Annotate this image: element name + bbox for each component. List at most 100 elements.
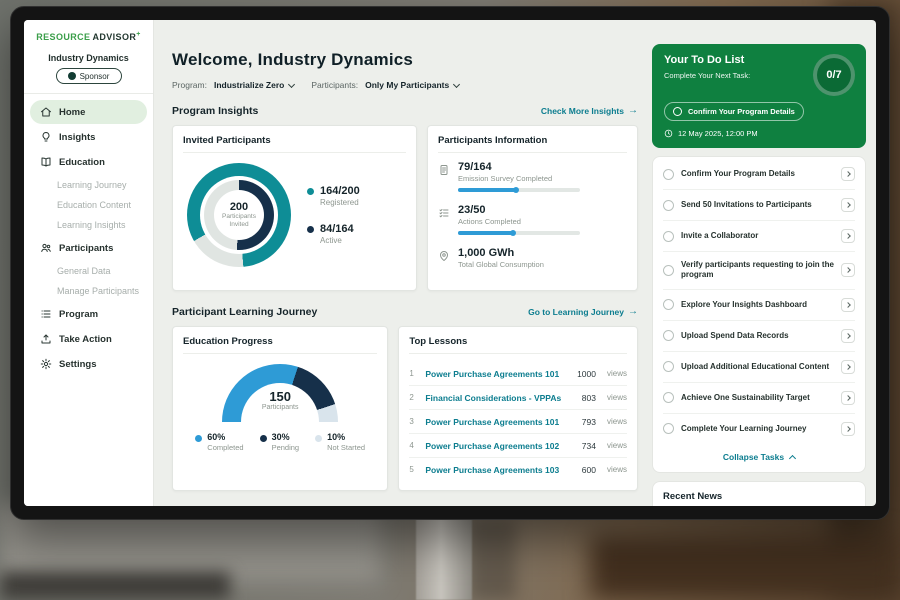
lesson-link[interactable]: Power Purchase Agreements 101	[425, 368, 560, 379]
task-checkbox[interactable]	[663, 264, 674, 276]
monitor-stand	[416, 518, 472, 600]
next-task-label: Confirm Your Program Details	[688, 107, 795, 116]
lesson-row: 3 Power Purchase Agreements 101 793 views	[409, 410, 627, 434]
survey-icon	[438, 163, 450, 175]
sidebar-item-manage-participants[interactable]: Manage Participants	[57, 286, 140, 296]
task-checkbox[interactable]	[663, 168, 674, 180]
upload-action-icon	[40, 333, 52, 345]
sidebar-item-home[interactable]: Home	[30, 100, 147, 124]
light-dot-icon	[315, 435, 323, 442]
card-title: Top Lessons	[409, 336, 627, 354]
next-task-due: 12 May 2025, 12:00 PM	[664, 129, 854, 138]
sidebar-item-insights[interactable]: Insights	[30, 125, 147, 149]
lesson-link[interactable]: Power Purchase Agreements 101	[425, 416, 560, 427]
sidebar-item-learning-insights[interactable]: Learning Insights	[57, 220, 126, 230]
chevron-right-icon	[845, 267, 851, 274]
top-lessons-card: Top Lessons 1 Power Purchase Agreements …	[398, 326, 638, 491]
gauge-legend: 60% Completed 30% Pending	[195, 432, 365, 452]
sidebar-item-education[interactable]: Education	[30, 150, 147, 174]
participants-dropdown-value: Only My Participants	[365, 80, 450, 90]
task-checkbox[interactable]	[663, 423, 674, 435]
participants-dropdown[interactable]: Only My Participants	[365, 80, 461, 90]
sidebar-item-settings[interactable]: Settings	[30, 352, 147, 376]
background-wall-corner	[590, 536, 900, 600]
task-item[interactable]: Confirm Your Program Details	[663, 159, 855, 190]
lesson-link[interactable]: Power Purchase Agreements 103	[425, 464, 560, 475]
task-item[interactable]: Complete Your Learning Journey	[663, 414, 855, 444]
task-item[interactable]: Invite a Collaborator	[663, 221, 855, 252]
monitor-stand-shadow	[470, 520, 516, 600]
sidebar-item-take-action[interactable]: Take Action	[30, 327, 147, 351]
lesson-link[interactable]: Power Purchase Agreements 102	[425, 440, 560, 451]
link-label: Go to Learning Journey	[528, 307, 624, 317]
task-checkbox[interactable]	[663, 299, 674, 311]
task-chevron-button[interactable]	[841, 328, 855, 343]
sidebar-item-participants[interactable]: Participants	[30, 236, 147, 260]
chevron-right-icon	[845, 394, 851, 401]
task-item[interactable]: Achieve One Sustainability Target	[663, 383, 855, 414]
page-title: Welcome, Industry Dynamics	[172, 50, 414, 69]
learning-cards-row: Education Progress 150 Participants	[172, 326, 638, 491]
check-more-insights-link[interactable]: Check More Insights →	[541, 105, 638, 117]
collapse-tasks-button[interactable]: Collapse Tasks	[663, 444, 855, 470]
program-dropdown[interactable]: Industrialize Zero	[214, 80, 296, 90]
task-chevron-button[interactable]	[841, 229, 855, 243]
sponsor-badge[interactable]: Sponsor	[55, 68, 122, 84]
clock-icon	[664, 129, 673, 138]
checkbox-circle-icon[interactable]	[673, 107, 682, 116]
card-title: Participants Information	[438, 135, 627, 153]
list-icon	[40, 308, 52, 320]
sidebar-item-education-content[interactable]: Education Content	[57, 200, 132, 210]
task-chevron-button[interactable]	[841, 263, 855, 278]
sidebar-item-label: Settings	[59, 358, 97, 370]
task-checkbox[interactable]	[663, 330, 674, 342]
task-chevron-button[interactable]	[841, 198, 855, 212]
task-list: Confirm Your Program Details Send 50 Inv…	[652, 156, 866, 473]
gauge-center-label: 150 Participants	[261, 389, 299, 411]
dashboard-screen: RESOURCE ADVISOR+ Industry Dynamics Spons…	[24, 20, 876, 506]
next-task-chip[interactable]: Confirm Your Program Details	[664, 102, 804, 121]
task-checkbox[interactable]	[663, 361, 674, 373]
task-checkbox[interactable]	[663, 230, 674, 242]
legend-item-not-started: 10% Not Started	[315, 432, 365, 452]
task-item[interactable]: Explore Your Insights Dashboard	[663, 290, 855, 321]
checklist-icon	[438, 206, 450, 218]
card-title: Education Progress	[183, 336, 378, 354]
sidebar-item-label: Program	[59, 308, 99, 320]
task-chevron-button[interactable]	[841, 167, 855, 181]
lesson-row: 4 Power Purchase Agreements 102 734 views	[409, 434, 627, 458]
task-chevron-button[interactable]	[841, 297, 855, 312]
sidebar-item-program[interactable]: Program	[30, 302, 147, 326]
task-checkbox[interactable]	[663, 199, 674, 211]
chevron-right-icon	[845, 363, 851, 370]
go-to-learning-journey-link[interactable]: Go to Learning Journey →	[528, 307, 638, 318]
task-item[interactable]: Send 50 Invitations to Participants	[663, 190, 855, 221]
progress-bar	[458, 187, 581, 193]
logo-plus: +	[136, 31, 141, 38]
task-chevron-button[interactable]	[841, 421, 855, 436]
program-filter-label: Program:	[172, 80, 207, 90]
task-chevron-button[interactable]	[841, 390, 855, 405]
blue-dot-icon	[195, 435, 203, 442]
todo-subtitle: Complete Your Next Task:	[664, 71, 751, 80]
sidebar-item-learning-journey[interactable]: Learning Journey	[57, 180, 127, 190]
task-chevron-button[interactable]	[841, 359, 855, 374]
lesson-row: 2 Financial Considerations - VPPAs 803 vi…	[409, 386, 627, 410]
task-item[interactable]: Upload Spend Data Records	[663, 321, 855, 352]
logo-resource: RESOURCE	[36, 32, 91, 42]
sidebar-item-general-data[interactable]: General Data	[57, 266, 111, 276]
arrow-right-icon: →	[628, 105, 638, 116]
sidebar-divider	[24, 93, 153, 94]
invited-participants-card: Invited Participants 200 Participants In…	[172, 125, 418, 291]
lesson-link[interactable]: Financial Considerations - VPPAs	[425, 392, 562, 403]
lesson-row: 1 Power Purchase Agreements 101 1000 view…	[409, 362, 627, 386]
chevron-right-icon	[845, 233, 851, 239]
section-title: Participant Learning Journey	[172, 306, 318, 318]
task-checkbox[interactable]	[663, 392, 674, 404]
legend-item-active: 84/164 Active	[307, 223, 360, 245]
task-item[interactable]: Verify participants requesting to join t…	[663, 252, 855, 290]
task-item[interactable]: Upload Additional Educational Content	[663, 352, 855, 383]
sidebar: RESOURCE ADVISOR+ Industry Dynamics Spons…	[24, 20, 154, 506]
education-progress-card: Education Progress 150 Participants	[172, 326, 389, 491]
chevron-down-icon	[288, 80, 296, 88]
